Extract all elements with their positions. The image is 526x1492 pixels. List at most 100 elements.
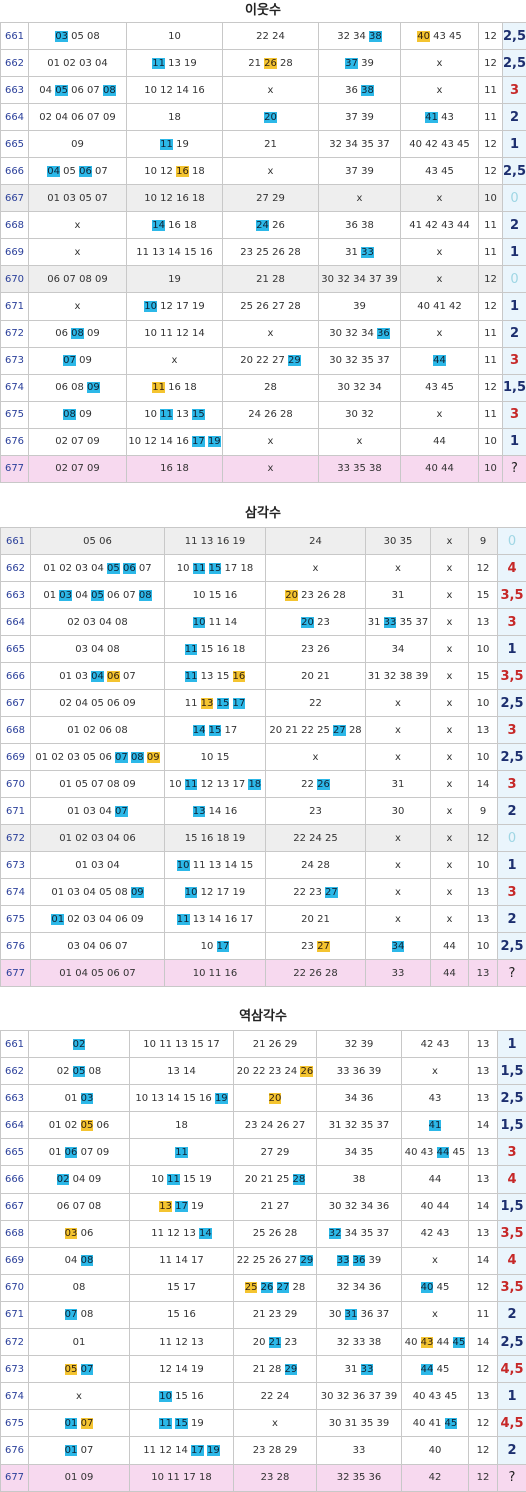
number: 28 <box>280 58 293 69</box>
number: 08 <box>115 887 128 898</box>
number: 11 <box>160 139 173 150</box>
number: 10 <box>193 590 206 601</box>
number: 08 <box>81 1309 94 1320</box>
round: 661 <box>1 1031 29 1058</box>
number: 23 <box>245 1120 258 1131</box>
number: 01 <box>59 779 72 790</box>
number: 43 <box>441 112 454 123</box>
number: x <box>357 193 363 204</box>
number: 16 <box>168 220 181 231</box>
number: 38 <box>369 31 382 42</box>
number: 24 <box>256 220 269 231</box>
number: 30 <box>321 274 334 285</box>
number: 20 <box>253 1337 266 1348</box>
number-group: 01 02 03 04 06 <box>31 825 165 852</box>
number: 04 <box>107 833 120 844</box>
number: 29 <box>285 1309 298 1320</box>
number: 14 <box>175 1445 188 1456</box>
number: 28 <box>277 1472 290 1483</box>
number: 18 <box>233 644 246 655</box>
round: 668 <box>1 212 29 239</box>
number: 13 <box>193 806 206 817</box>
number-group: 20 23 <box>266 609 366 636</box>
number: 40 <box>413 1418 426 1429</box>
number: 06 <box>107 698 120 709</box>
number: 08 <box>115 725 128 736</box>
number: 11 <box>167 1174 180 1185</box>
number: 10 <box>185 887 198 898</box>
number: 21 <box>253 1039 266 1050</box>
number: 16 <box>233 671 246 682</box>
number-group: 10 11 13 15 17 <box>130 1031 234 1058</box>
number: 28 <box>293 1282 306 1293</box>
round: 666 <box>1 158 29 185</box>
round: 677 <box>1 455 29 482</box>
number: x <box>447 590 453 601</box>
count: 12 <box>469 1464 498 1491</box>
number: 11 <box>185 536 198 547</box>
number: 30 <box>329 328 342 339</box>
number: x <box>447 860 453 871</box>
number-group: 33 36 39 <box>317 1247 402 1274</box>
number: x <box>432 1309 438 1320</box>
number: 13 <box>201 536 214 547</box>
number-group: 34 36 <box>317 1085 402 1112</box>
number-group: 43 <box>402 1085 469 1112</box>
number: 14 <box>193 725 206 736</box>
number: 13 <box>217 779 230 790</box>
number: 45 <box>445 1391 458 1402</box>
number: 09 <box>79 409 92 420</box>
number: 30 <box>337 382 350 393</box>
number: 42 <box>425 220 438 231</box>
number-group: 20 23 26 28 <box>266 582 366 609</box>
number-group: 30 32 34 <box>319 374 401 401</box>
number: 15 <box>217 698 230 709</box>
number: 10 <box>169 779 182 790</box>
number: 02 <box>57 1066 70 1077</box>
number-group: 34 35 <box>317 1139 402 1166</box>
number: 03 <box>75 671 88 682</box>
number: x <box>437 193 443 204</box>
number: 39 <box>361 58 374 69</box>
number: 04 <box>91 671 104 682</box>
number: 26 <box>317 779 330 790</box>
number: 28 <box>333 590 346 601</box>
number-group: 40 43 44 45 <box>402 1139 469 1166</box>
number: 06 <box>107 671 120 682</box>
number-group: 06 08 09 <box>29 320 127 347</box>
number: 19 <box>184 58 197 69</box>
number: 31 <box>392 779 405 790</box>
number: 23 <box>269 1309 282 1320</box>
number: 44 <box>429 1174 442 1185</box>
number: 08 <box>103 85 116 96</box>
number: 06 <box>123 563 136 574</box>
number: 05 <box>81 1120 94 1131</box>
number: 13 <box>152 247 165 258</box>
number: 42 <box>421 1039 434 1050</box>
number: 34 <box>345 1228 358 1239</box>
number: 33 <box>384 617 397 628</box>
number: 28 <box>269 1364 282 1375</box>
number: 07 <box>95 166 108 177</box>
number-group: 11 13 14 15 16 <box>127 239 223 266</box>
round: 671 <box>1 293 29 320</box>
number: 44 <box>443 941 456 952</box>
number: 27 <box>261 1147 274 1158</box>
number: 28 <box>317 860 330 871</box>
number: 39 <box>385 274 398 285</box>
number-group: 34 <box>366 933 431 960</box>
number: 32 <box>345 328 358 339</box>
section-title: 이웃수 <box>0 0 526 22</box>
number: 16 <box>217 536 230 547</box>
number-group: 20 21 23 <box>234 1329 317 1356</box>
number-group: 43 45 <box>401 158 479 185</box>
number: 20 <box>245 1174 258 1185</box>
number: 35 <box>361 139 374 150</box>
